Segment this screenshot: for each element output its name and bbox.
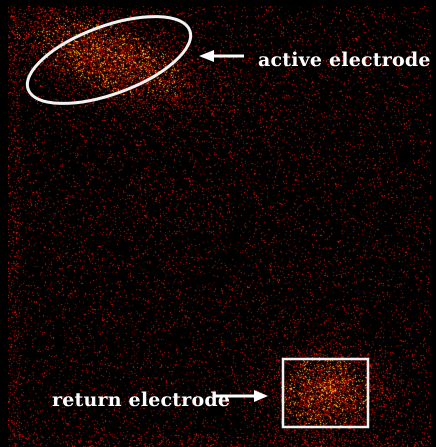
active-electrode-label: active electrode	[258, 49, 431, 71]
active-electrode-ellipse	[25, 15, 193, 105]
active-arrow-icon	[199, 50, 244, 62]
return-electrode-label: return electrode	[52, 389, 231, 411]
heatmap-noise-image	[8, 6, 431, 447]
return-arrow-icon	[214, 390, 268, 402]
return-electrode-rect	[281, 357, 370, 429]
